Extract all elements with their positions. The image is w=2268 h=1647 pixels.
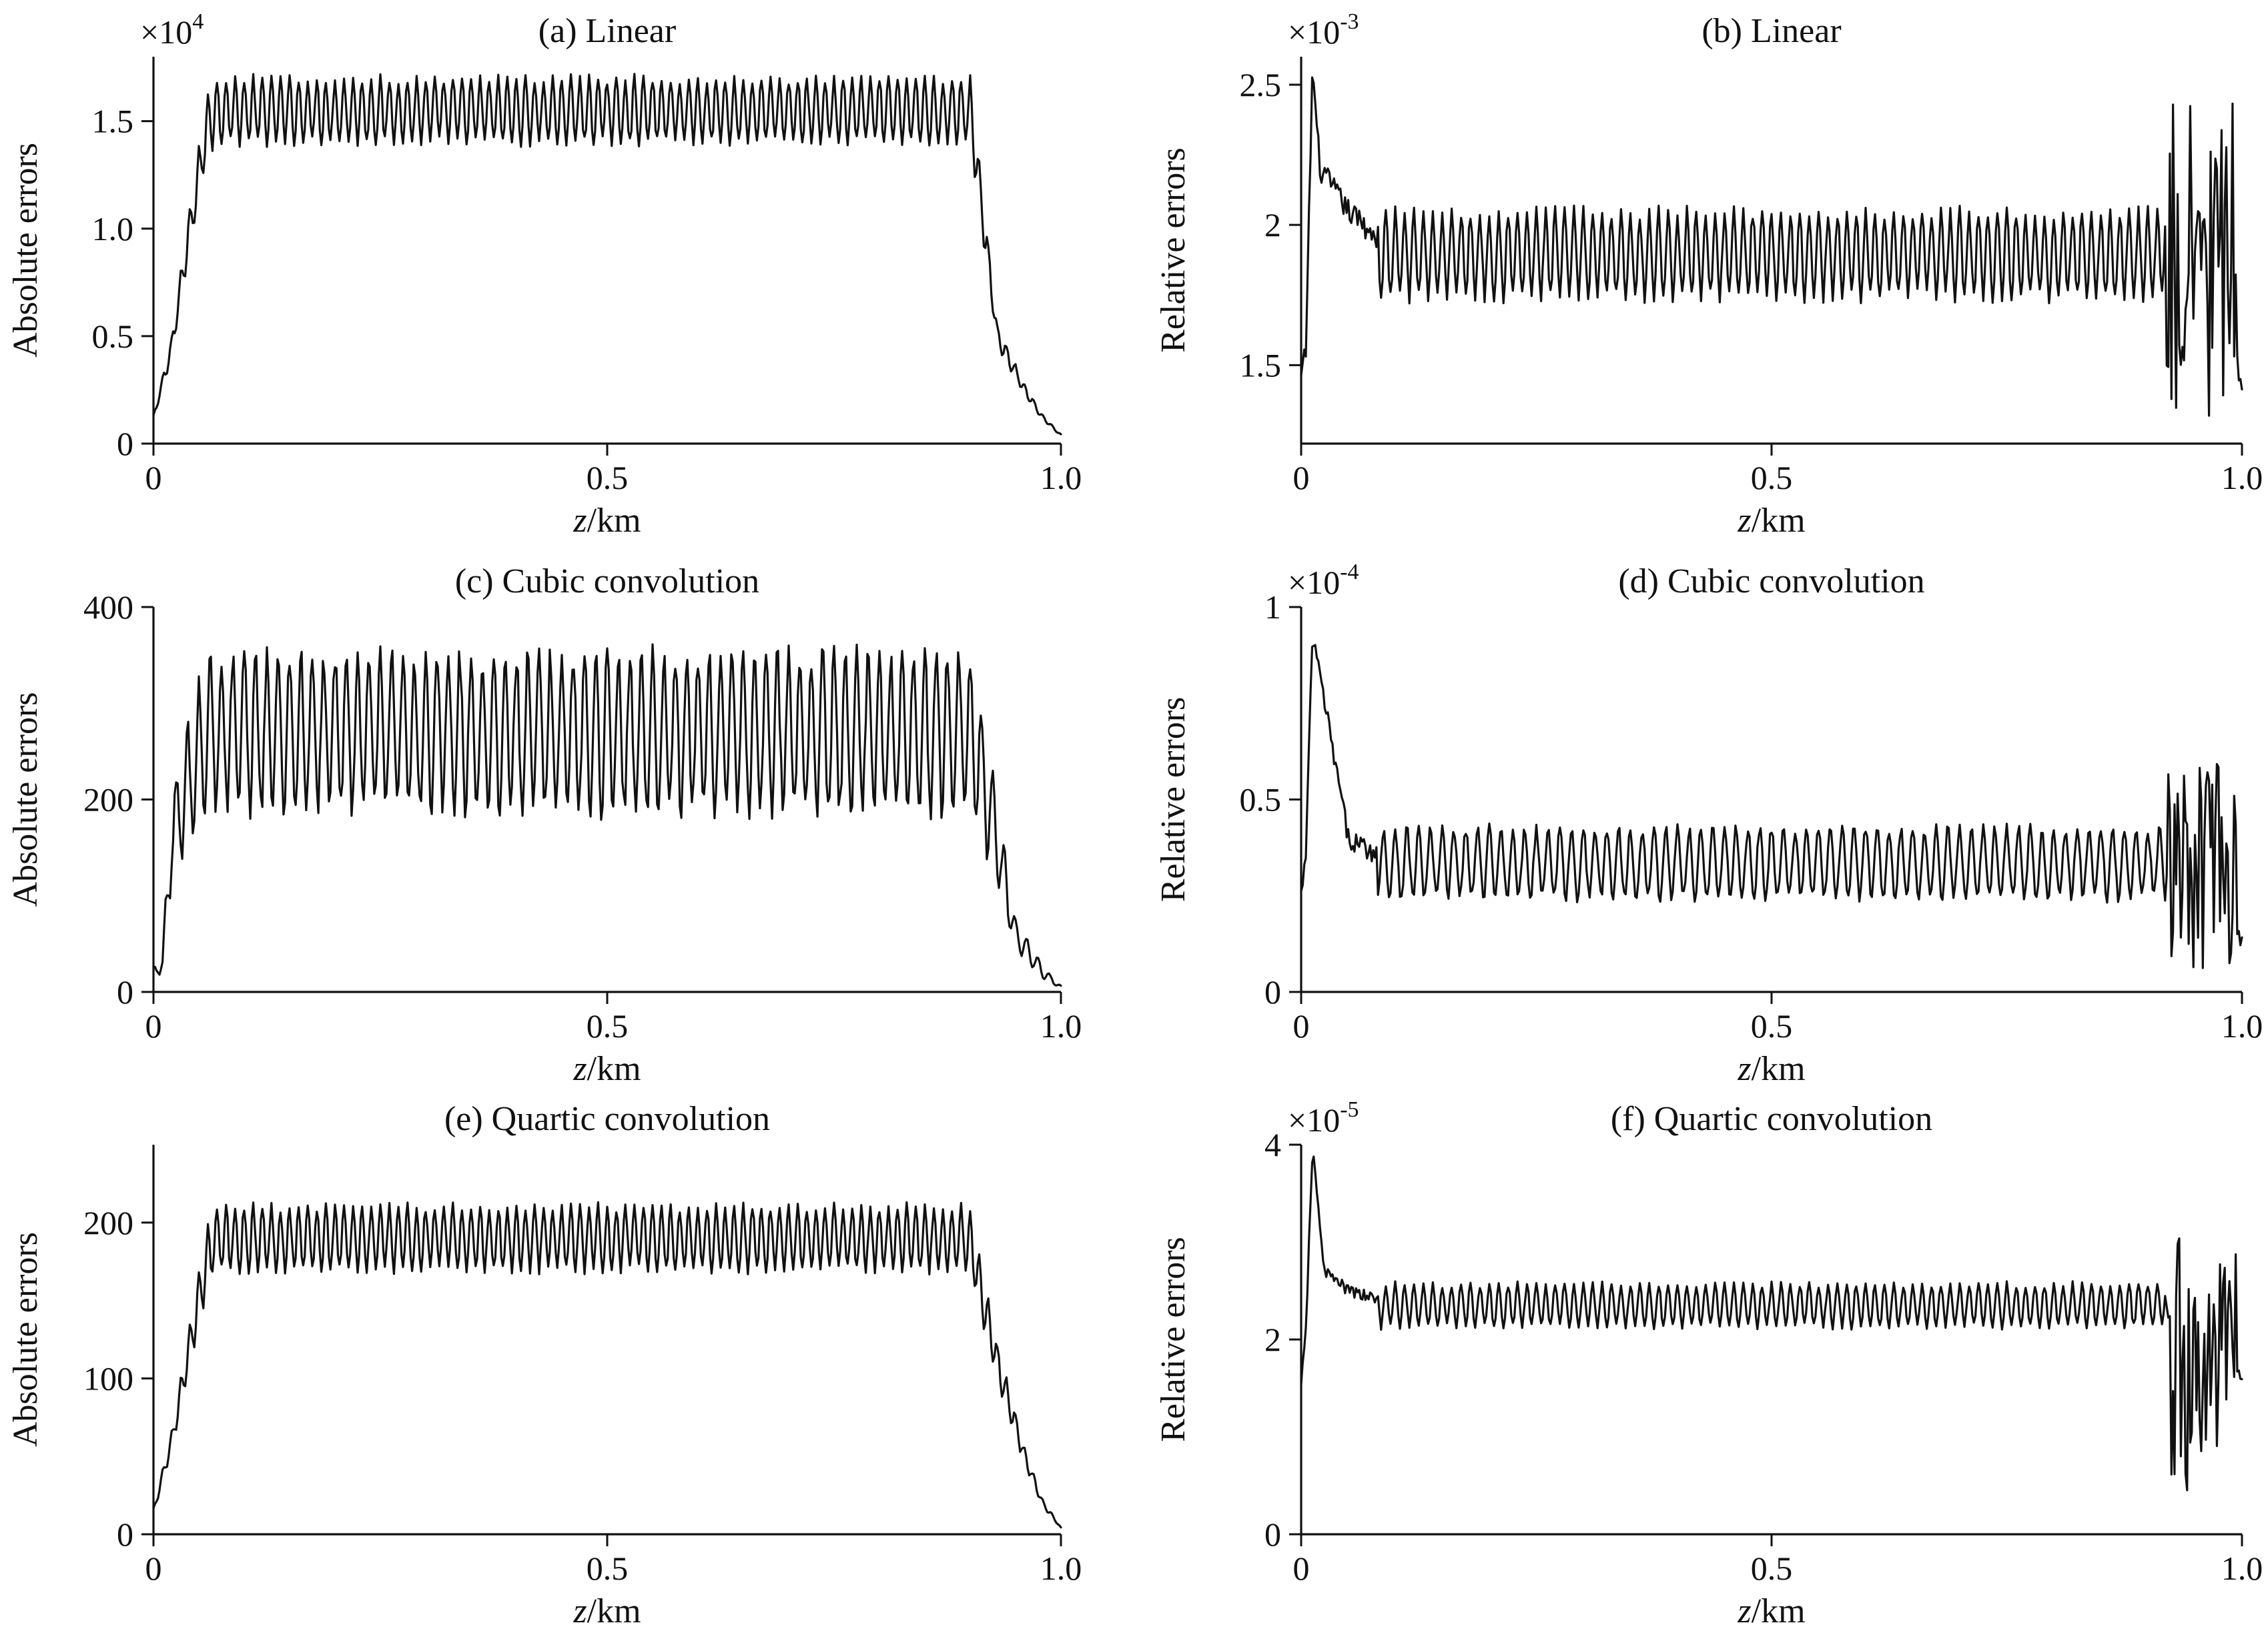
x-tick-label: 0.5 [1751,459,1793,496]
panel-c: (c) Cubic convolution 0 0.5 1.0 0 200 400 z/km A… [7,562,1082,1088]
panel-d: (d) Cubic convolution ×10-4 0 0.5 1.0 0 0.5 1 z/… [1154,560,2263,1088]
y-tick-label: 0 [117,425,133,462]
y-tick-label: 1 [1264,588,1281,626]
x-axis-label: z/km [573,1050,641,1088]
y-axis-label: Relative errors [1154,1237,1192,1442]
y-tick-label: 2 [1264,1321,1281,1358]
x-tick-label: 0.5 [1751,1550,1793,1587]
x-tick-label: 1.0 [1040,1550,1082,1587]
x-tick-label: 1.0 [2221,1007,2263,1045]
x-tick-label: 0.5 [587,1007,629,1045]
panel-b: (b) Linear ×10-3 0 0.5 1.0 1.5 2 2.5 z/km Relativ… [1154,9,2263,540]
y-tick-label: 0 [117,973,133,1011]
y-axis-label: Absolute errors [7,143,45,358]
y-tick-label: 1.5 [1240,346,1282,384]
x-axis-label: z/km [573,502,641,540]
y-tick-label: 2.5 [1240,66,1282,103]
x-axis-label: z/km [1737,1050,1805,1088]
x-tick-label: 0 [1293,1007,1310,1045]
chart-title: (b) Linear [1702,12,1841,50]
y-axis-label: Absolute errors [7,692,45,907]
x-axis-label: z/km [1737,502,1805,540]
series-line [152,643,1062,987]
chart-title: (a) Linear [538,12,676,50]
series-line [152,1201,1062,1529]
y-tick-label: 2 [1264,206,1281,243]
panel-e: (e) Quartic convolution 0 0.5 1.0 0 100 200 z/k… [7,1100,1082,1630]
chart-title: (e) Quartic convolution [444,1100,770,1138]
scale-factor: ×10-4 [1288,560,1359,601]
x-tick-label: 1.0 [2221,459,2263,496]
series-line [1300,76,2243,417]
x-tick-label: 0.5 [587,1550,629,1587]
series-line [1300,1155,2243,1492]
y-tick-label: 0 [1264,1516,1281,1553]
x-tick-label: 0 [145,1550,162,1587]
y-tick-label: 1.5 [92,103,134,140]
x-tick-label: 1.0 [1040,459,1082,496]
y-tick-label: 200 [83,781,133,818]
panel-a: (a) Linear ×104 0 0.5 1.0 0 0.5 1.0 1.5 z/km Absol… [7,9,1082,540]
chart-title: (c) Cubic convolution [455,562,759,600]
x-tick-label: 1.0 [1040,1007,1082,1045]
y-axis-label: Relative errors [1154,697,1192,903]
chart-title: (f) Quartic convolution [1611,1100,1932,1138]
y-tick-label: 4 [1264,1126,1281,1163]
y-tick-label: 0 [117,1516,133,1553]
x-tick-label: 0 [1293,1550,1310,1587]
scale-factor: ×10-3 [1288,9,1359,51]
y-tick-label: 400 [83,588,133,626]
y-tick-label: 0.5 [92,318,134,355]
scale-factor: ×104 [140,9,204,51]
x-tick-label: 0 [1293,459,1310,496]
x-tick-label: 0.5 [587,459,629,496]
y-tick-label: 0.5 [1240,781,1282,818]
y-axis-label: Absolute errors [7,1232,45,1447]
y-tick-label: 0 [1264,973,1281,1011]
x-tick-label: 0 [145,1007,162,1045]
y-tick-label: 200 [83,1204,133,1241]
series-line [152,73,1062,436]
x-axis-label: z/km [1737,1592,1805,1630]
x-tick-label: 1.0 [2221,1550,2263,1587]
chart-title: (d) Cubic convolution [1618,562,1924,600]
series-line [1300,644,2243,969]
x-tick-label: 0.5 [1751,1007,1793,1045]
y-tick-label: 100 [83,1359,133,1397]
y-tick-label: 1.0 [92,210,134,247]
panel-f: (f) Quartic convolution ×10-5 0 0.5 1.0 0 2 4 z/… [1154,1097,2263,1630]
x-tick-label: 0 [145,459,162,496]
scale-factor: ×10-5 [1288,1097,1359,1139]
y-axis-label: Relative errors [1154,147,1192,353]
x-axis-label: z/km [573,1592,641,1630]
